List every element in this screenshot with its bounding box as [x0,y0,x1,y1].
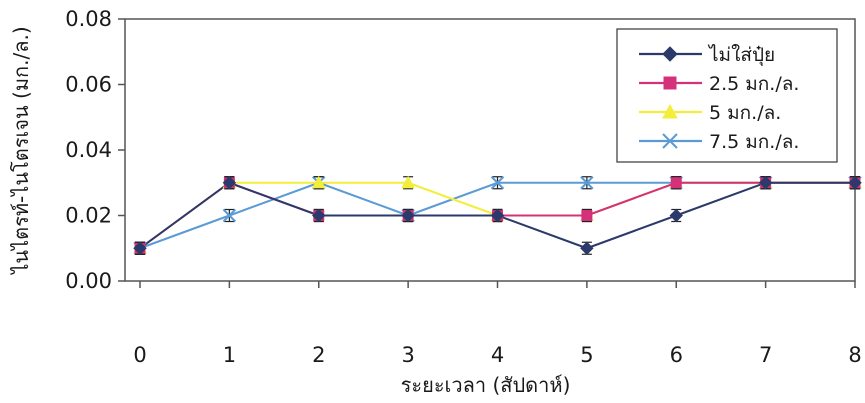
legend-label-1: 2.5 มก./ล. [709,73,799,95]
data-point-3-5-stroke-b [580,176,594,190]
data-point-0-2 [312,208,326,223]
legend-marker-2 [662,103,678,119]
y-tick-label: 0.00 [65,269,112,293]
data-point-3-1-stroke-b [222,208,237,223]
data-point-2-3 [401,175,415,189]
x-tick-label: 2 [312,343,325,367]
legend-marker-3-stroke-b [662,133,678,149]
y-tick-label: 0.06 [65,73,112,97]
legend-box [616,28,838,163]
y-axis-title: ไนไตรท์-ไนโตรเจน (มก./ล.) [9,26,33,275]
legend-label-3: 7.5 มก./ล. [709,131,799,153]
data-point-1-5 [581,210,593,221]
x-tick-label: 5 [580,343,593,367]
legend-marker-3 [662,133,678,149]
data-point-0-3 [401,208,415,223]
data-point-0-4 [490,208,505,223]
plot-area: 0.00 0.02 0.04 0.06 0.08 0 1 2 3 4 5 6 7 8 [65,7,862,367]
data-point-0-8 [848,176,862,190]
x-axis-title: ระยะเวลา (สัปดาห์) [401,373,571,397]
legend-marker-0 [662,46,678,62]
data-point-2-2 [311,175,326,189]
x-tick-label: 8 [848,343,861,367]
legend-label-2: 5 มก./ล. [709,102,781,124]
y-tick-label: 0.08 [65,7,112,31]
data-point-3-4 [490,176,505,190]
x-tick-label: 7 [759,343,772,367]
x-tick-label: 6 [670,343,683,367]
x-tick-label: 3 [401,343,414,367]
legend: ไม่ใส่ปุ๋ย 2.5 มก./ล. 5 มก./ล. 7.5 มก./ล. [616,28,838,163]
data-point-0-6 [669,208,683,223]
data-point-0-0 [133,241,147,255]
data-point-3-4-stroke-b [490,176,505,190]
data-point-3-1 [222,208,237,223]
x-tick-label: 0 [133,343,146,367]
x-tick-label: 4 [491,343,504,367]
data-point-3-5 [580,176,594,190]
data-point-0-1 [222,176,237,190]
y-tick-label: 0.02 [65,204,112,228]
data-point-1-6 [670,177,682,189]
data-point-0-7 [758,176,773,190]
legend-marker-1 [663,76,677,90]
y-tick-label: 0.04 [65,138,112,162]
legend-label-0: ไม่ใส่ปุ๋ย [707,44,775,67]
data-point-0-5 [580,241,594,255]
x-tick-label: 1 [223,343,236,367]
